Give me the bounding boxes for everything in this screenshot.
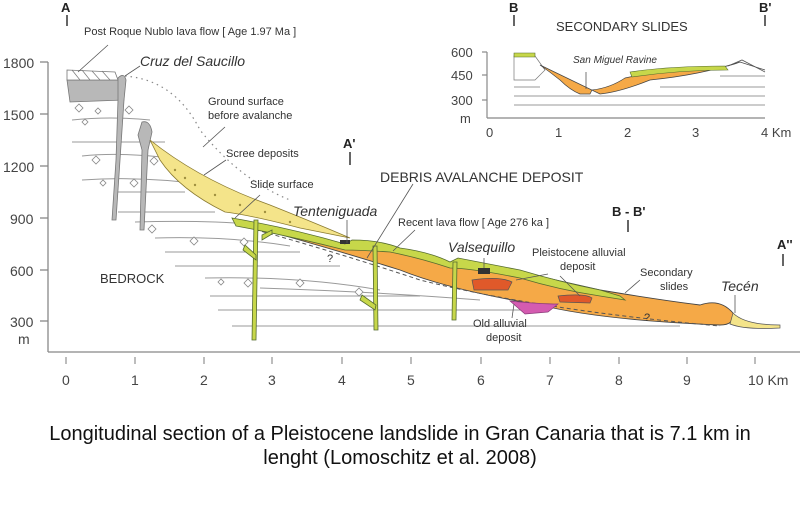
y-tick-1800: 1800 (3, 55, 35, 71)
old-alluvial-deposit (508, 300, 559, 315)
cross-section-svg (40, 15, 800, 364)
inset-y-unit: m (460, 111, 471, 126)
marker-b-b-prime: B - B' (612, 204, 646, 219)
x-tick-4: 4 (338, 372, 346, 388)
marker-a-prime: A' (343, 136, 356, 151)
label-ground-surface-1: Ground surface (208, 96, 284, 108)
inset-x-tick-1: 1 (555, 125, 563, 140)
x-tick-8: 8 (615, 372, 623, 388)
label-debris-avalanche-deposit: DEBRIS AVALANCHE DEPOSIT (380, 169, 584, 185)
inset-y-tick-450: 450 (451, 68, 473, 83)
label-post-roque-nublo: Post Roque Nublo lava flow [ Age 1.97 Ma… (84, 26, 297, 38)
label-valsequillo: Valsequillo (448, 239, 516, 255)
x-tick-2: 2 (200, 372, 208, 388)
x-tick-0: 0 (62, 372, 70, 388)
marker-a: A (61, 0, 71, 15)
y-tick-900: 900 (10, 211, 34, 227)
pre-avalanche-surface (124, 75, 291, 201)
inset-y-tick-600: 600 (451, 45, 473, 60)
marker-b: B (509, 0, 519, 15)
label-tecen: Tecén (721, 278, 759, 294)
label-secondary-slides-2: slides (660, 281, 689, 293)
label-question-2: ? (644, 312, 651, 324)
post-roque-nublo-lava (66, 79, 125, 103)
x-tick-5: 5 (407, 372, 415, 388)
label-san-miguel-ravine: San Miguel Ravine (573, 55, 657, 66)
y-tick-300: 300 (10, 314, 34, 330)
caption-line-2: lenght (Lomoschitz et al. 2008) (263, 447, 537, 469)
label-bedrock: BEDROCK (100, 271, 165, 286)
label-slide-surface: Slide surface (250, 179, 314, 191)
x-tick-6: 6 (477, 372, 485, 388)
label-old-alluvial-1: Old alluvial (473, 318, 527, 330)
gray-dyke (111, 75, 127, 221)
label-cruz-del-saucillo: Cruz del Saucillo (140, 53, 246, 69)
tenteniguada-marker (340, 240, 350, 244)
label-tenteniguada: Tenteniguada (293, 203, 378, 219)
x-tick-7: 7 (546, 372, 554, 388)
x-tick-10: 10 Km (748, 372, 789, 388)
y-tick-600: 600 (10, 263, 34, 279)
inset-secondary-slides (482, 51, 766, 119)
label-scree-deposits: Scree deposits (226, 148, 299, 160)
green-dykes (242, 219, 458, 341)
label-old-alluvial-2: deposit (486, 332, 522, 344)
cross-section-figure: A A' A'' B - B' B B' Post Roque Nublo la… (3, 0, 800, 388)
pleistocene-alluvial-deposit (557, 294, 593, 304)
marker-b-prime: B' (759, 0, 772, 15)
recent-lava-flow (231, 217, 627, 301)
y-tick-1200: 1200 (3, 159, 35, 175)
figure-caption: Longitudinal section of a Pleistocene la… (0, 422, 800, 470)
slide-surface (234, 223, 721, 327)
bedrock-diamonds (74, 103, 364, 297)
inset-title: SECONDARY SLIDES (556, 19, 688, 34)
pleistocene-alluvial-deposit (471, 278, 513, 291)
y-unit: m (18, 331, 30, 347)
label-pleistocene-alluvial-2: deposit (560, 261, 596, 273)
scree-deposits (149, 139, 351, 239)
inset-x-tick-0: 0 (486, 125, 494, 140)
x-tick-9: 9 (683, 372, 691, 388)
main-axes (40, 61, 800, 364)
x-tick-3: 3 (268, 372, 276, 388)
inset-y-tick-300: 300 (451, 93, 473, 108)
valsequillo-marker (478, 268, 490, 274)
label-recent-lava-flow: Recent lava flow [ Age 276 ka ] (398, 217, 550, 229)
inset-x-tick-3: 3 (692, 125, 700, 140)
label-secondary-slides-1: Secondary (640, 267, 693, 279)
gray-dyke (137, 121, 153, 231)
inset-x-tick-2: 2 (624, 125, 632, 140)
caption-line-1: Longitudinal section of a Pleistocene la… (49, 423, 751, 445)
label-pleistocene-alluvial-1: Pleistocene alluvial (532, 247, 626, 259)
x-tick-1: 1 (131, 372, 139, 388)
inset-x-tick-4: 4 Km (761, 125, 792, 140)
y-tick-1500: 1500 (3, 107, 35, 123)
label-ground-surface-2: before avalanche (208, 110, 293, 122)
label-question-1: ? (327, 253, 334, 265)
marker-a-double-prime: A'' (777, 237, 793, 252)
